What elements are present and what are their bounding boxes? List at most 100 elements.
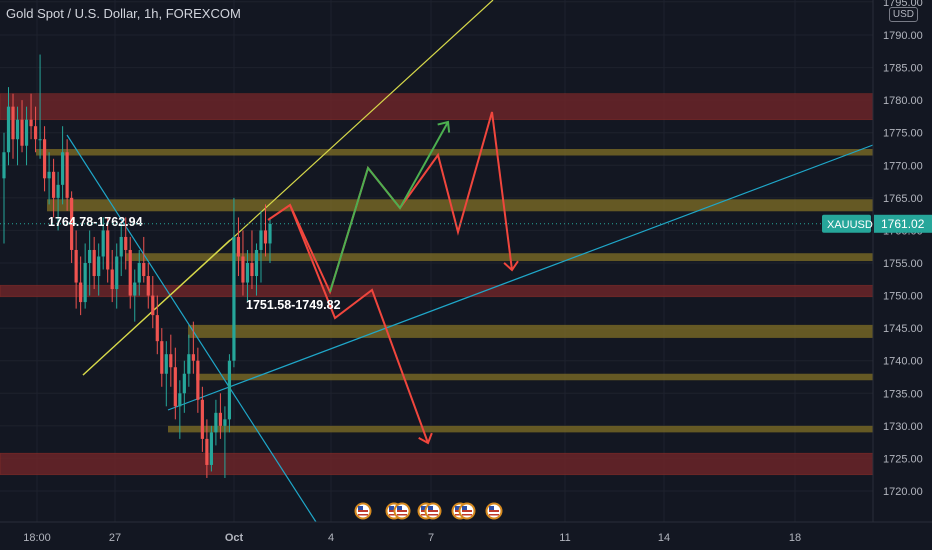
projections-layer	[267, 111, 519, 445]
support-zone	[125, 253, 873, 262]
flag-us-icon	[389, 506, 394, 510]
candle-body	[205, 438, 209, 465]
candle-body	[160, 341, 164, 374]
candle-body	[61, 152, 65, 185]
price-tick-label: 1725.00	[883, 453, 923, 465]
blue-downtrend-line	[66, 134, 317, 523]
candle-body	[92, 249, 96, 277]
flag-us-icon	[393, 502, 411, 520]
last-price-text: 1761.02	[881, 217, 925, 231]
candle-body	[33, 126, 38, 140]
candle-body	[110, 269, 114, 290]
time-tick-label: 11	[559, 532, 570, 544]
candle-body	[70, 197, 74, 250]
candle-body	[155, 315, 159, 342]
candle-body	[29, 119, 33, 127]
support-zone	[36, 149, 873, 156]
candle-body	[24, 119, 29, 146]
flag-us-icon	[462, 506, 467, 510]
price-axis-panel	[873, 0, 932, 550]
flag-us-icon	[462, 510, 472, 512]
red-arrow-icon-lower	[418, 432, 433, 445]
candle-body	[209, 432, 213, 465]
green-arrow-icon	[437, 120, 451, 133]
flag-us-icon	[354, 502, 372, 520]
green-arrow-icon-head	[437, 120, 451, 133]
candle-body	[227, 360, 232, 420]
flag-us-icon	[489, 514, 499, 516]
candle-body	[74, 249, 78, 283]
candle-body	[173, 367, 177, 407]
price-tick-label: 1765.00	[883, 193, 923, 205]
candle-body	[2, 152, 6, 179]
price-tick-label: 1790.00	[883, 30, 923, 42]
time-tick-label: 18	[789, 532, 801, 544]
flag-us-icon	[455, 506, 460, 510]
time-tick-label: Oct	[225, 532, 244, 544]
candle-body	[65, 152, 69, 198]
price-tick-label: 1740.00	[883, 356, 923, 368]
flag-us-icon	[485, 502, 503, 520]
support-zone	[196, 373, 873, 381]
time-tick-label: 14	[658, 532, 670, 544]
time-tick-label: 27	[109, 532, 121, 544]
candle-body	[137, 263, 141, 283]
red-arrow-icon-upper	[503, 260, 519, 272]
flag-us-icon	[421, 506, 426, 510]
candle-body	[241, 256, 245, 283]
chart-title: Gold Spot / U.S. Dollar, 1h, FOREXCOM	[6, 6, 241, 21]
support-zone	[168, 425, 873, 433]
candle-body	[115, 256, 119, 290]
candle-body	[146, 276, 150, 296]
price-tick-label: 1730.00	[883, 421, 923, 433]
candle-body	[214, 412, 218, 433]
flag-us-icon	[358, 510, 368, 512]
currency-badge[interactable]: USD	[888, 7, 918, 22]
flag-us-icon	[424, 502, 442, 520]
candle-body	[56, 184, 60, 198]
flag-us-icon	[358, 506, 363, 510]
flag-us-icon	[489, 506, 494, 510]
price-tick-label: 1770.00	[883, 160, 923, 172]
candle-body	[6, 106, 11, 153]
candle-body	[133, 282, 137, 296]
flag-us-icon	[458, 502, 476, 520]
green-projection-path	[329, 121, 449, 293]
price-tick-label: 1775.00	[883, 128, 923, 140]
symbol-tag: XAUUSD	[822, 214, 873, 233]
candle-body	[142, 263, 146, 277]
candle-body	[169, 354, 173, 368]
candle-body	[79, 282, 83, 303]
candle-body	[187, 354, 191, 374]
candle-body	[200, 399, 204, 439]
candle-body	[101, 230, 105, 257]
candle-body	[263, 230, 268, 244]
flag-us-icon	[397, 506, 402, 510]
flag-us-icon	[428, 514, 438, 516]
zones-layer	[0, 93, 874, 476]
events-layer	[354, 502, 503, 520]
red-projection-path-lower	[289, 204, 429, 444]
flag-us-icon	[428, 510, 438, 512]
candle-body	[151, 295, 155, 316]
candle-body	[164, 354, 168, 374]
candle-body	[268, 223, 272, 244]
candle-body	[218, 412, 223, 426]
last-price-marker	[874, 214, 932, 233]
candle-body	[97, 256, 101, 277]
candle-body	[223, 419, 227, 426]
price-tick-label: 1720.00	[883, 486, 923, 498]
price-tick-label: 1735.00	[883, 388, 923, 400]
candle-body	[47, 171, 51, 179]
candle-body	[51, 171, 56, 198]
candle-body	[232, 236, 236, 361]
price-tick-label: 1755.00	[883, 258, 923, 270]
candle-body	[124, 236, 128, 250]
time-tick-label: 4	[328, 532, 334, 544]
blue-uptrend-line	[167, 144, 874, 411]
candle-body	[20, 119, 24, 146]
flag-us-icon	[489, 510, 499, 512]
